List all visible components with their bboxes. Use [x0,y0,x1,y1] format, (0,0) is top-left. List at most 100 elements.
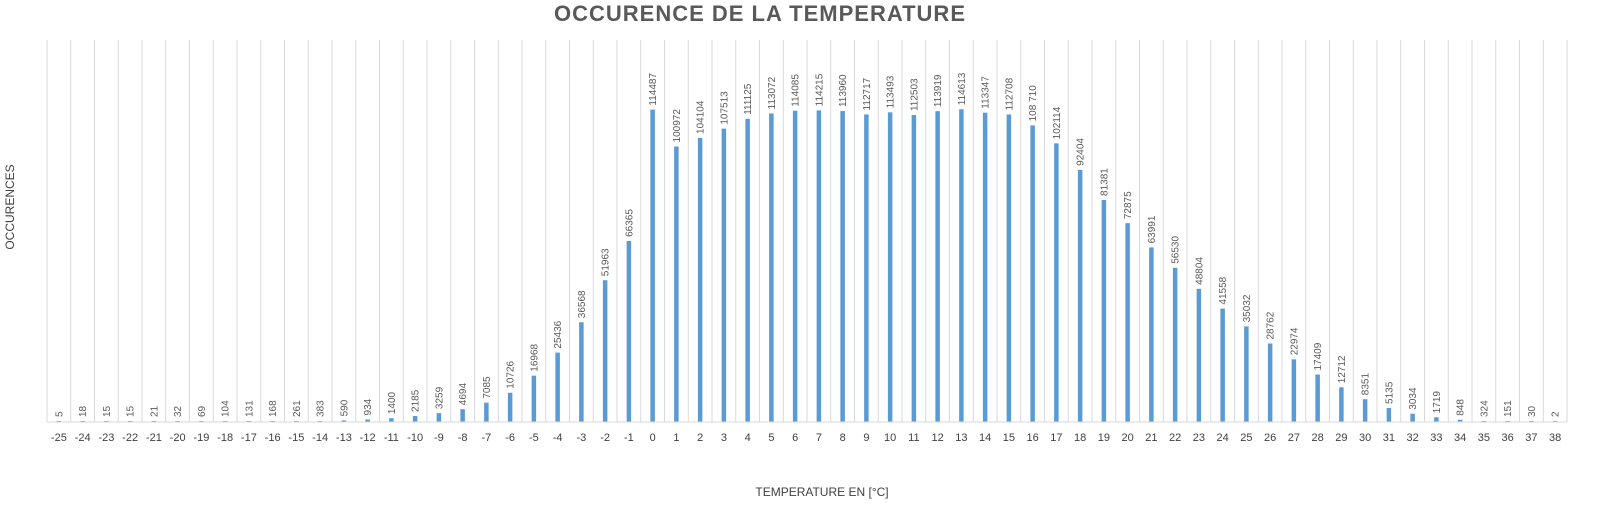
bar [555,352,560,422]
bar [1291,359,1297,422]
bar [1196,288,1202,422]
x-tick-label: -12 [360,432,376,444]
data-label: 72875 [1123,191,1134,219]
x-tick-labels: -25 -24 -23 -22 -21 -20 -19 -18 -17 -16 -15 -14 -13-… [51,432,1561,444]
x-tick-label: 15 [1003,432,1015,444]
bar [1315,374,1320,422]
x-tick-label: -17 [241,432,257,444]
bar [1172,267,1178,422]
x-tick-label: -5 [529,432,539,444]
data-label: 92404 [1076,138,1087,166]
bar [365,419,370,422]
bar [769,113,774,422]
data-label: 113493 [886,75,897,108]
data-label: 32 [173,405,184,417]
bar [1362,399,1368,422]
bar [816,110,822,423]
bar [935,111,940,422]
x-tick-label: 3 [721,432,727,444]
bar [484,402,489,422]
x-tick-label: -7 [481,432,491,444]
x-tick-label: -1 [624,432,634,444]
bar [674,146,679,423]
x-tick-label: 9 [863,432,869,444]
data-label: 56530 [1171,236,1182,264]
data-label: 114085 [791,74,802,107]
data-label: 81381 [1099,168,1110,196]
bar [341,420,347,422]
data-label: 590 [339,399,350,416]
data-label: 151 [1503,400,1514,417]
bar [959,109,964,423]
data-label: 114487 [648,73,659,106]
bar [745,118,750,422]
x-tick-label: -24 [75,432,91,444]
bar [1267,343,1273,422]
bar [1077,169,1083,422]
bar [1125,223,1130,422]
x-tick-label: 8 [840,432,846,444]
data-label: 104104 [696,100,707,134]
bar [412,416,418,422]
bar [792,110,798,423]
y-axis-label: OCCURENCES [3,164,17,249]
x-tick-label: 37 [1525,432,1537,444]
x-tick-label: -21 [146,432,162,444]
x-tick-label: 19 [1098,432,1110,444]
data-label: 3259 [434,386,445,409]
data-label: 5135 [1384,381,1395,404]
x-tick-label: -11 [384,432,399,444]
x-tick-label: -4 [553,432,563,444]
data-label: 69 [197,405,208,417]
data-label: 261 [292,400,303,417]
bar [1386,407,1392,422]
x-tick-label: 21 [1145,432,1157,444]
x-tick-label: 31 [1383,432,1395,444]
x-tick-label: 27 [1288,432,1300,444]
data-label: 104 [221,400,232,417]
chart-title: OCCURENCE DE LA TEMPERATURE [554,1,966,26]
bar [1030,125,1035,422]
x-tick-label: 38 [1549,432,1561,444]
x-tick-label: -19 [193,432,209,444]
bar [1054,143,1059,422]
data-label: 30 [1527,405,1538,417]
bar [389,418,394,422]
x-tick-label: -18 [217,432,233,444]
data-label: 66365 [624,209,635,237]
bar [887,112,893,422]
x-tick-label: 24 [1217,432,1229,444]
x-tick-label: 36 [1502,432,1514,444]
data-label: 15 [126,405,137,417]
x-tick-label: 0 [650,432,656,444]
x-tick-label: 23 [1193,432,1205,444]
bar [1101,199,1107,422]
bar [721,128,727,422]
bar [1149,247,1154,422]
data-label: 16968 [529,343,540,371]
data-label: 113347 [981,76,992,109]
x-tick-label: 33 [1430,432,1442,444]
bars [56,109,1558,423]
x-tick-label: 20 [1122,432,1134,444]
x-axis-label: TEMPERATURE EN [°C] [755,485,888,499]
x-tick-label: -10 [407,432,423,444]
x-tick-label: 26 [1264,432,1276,444]
data-label: 102114 [1052,106,1063,139]
bar [531,375,537,422]
bar [1006,114,1012,422]
data-label: 41558 [1218,276,1229,304]
bar [579,322,584,422]
data-label: 383 [316,400,327,417]
x-tick-label: 32 [1407,432,1419,444]
x-tick-label: 25 [1240,432,1252,444]
data-label: 22974 [1289,327,1300,355]
data-label: 848 [1456,399,1467,416]
data-label: 12712 [1337,355,1348,383]
data-label: 36568 [577,290,588,318]
x-tick-label: 28 [1312,432,1324,444]
data-label: 4694 [458,383,469,406]
data-label: 63991 [1147,215,1158,243]
